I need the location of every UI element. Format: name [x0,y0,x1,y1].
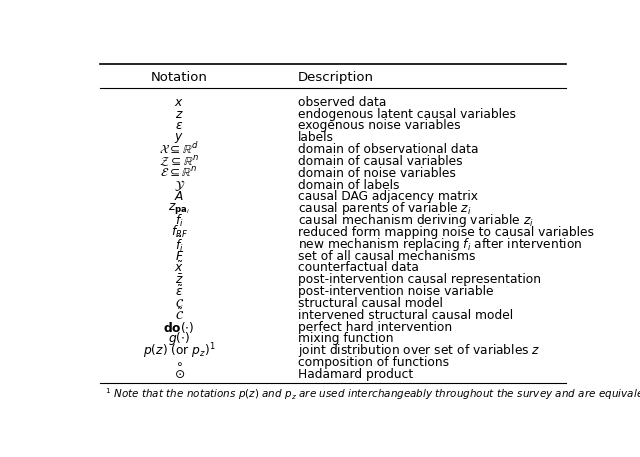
Text: domain of noise variables: domain of noise variables [298,167,456,180]
Text: $z_{\mathbf{pa}_i}$: $z_{\mathbf{pa}_i}$ [168,201,190,216]
Text: $y$: $y$ [174,131,184,145]
Text: $\mathcal{Z} \subseteq \mathbb{R}^n$: $\mathcal{Z} \subseteq \mathbb{R}^n$ [159,154,199,169]
Text: $\tilde{\epsilon}$: $\tilde{\epsilon}$ [175,284,184,299]
Text: post-intervention noise variable: post-intervention noise variable [298,285,493,298]
Text: $\mathcal{X} \subseteq \mathbb{R}^d$: $\mathcal{X} \subseteq \mathbb{R}^d$ [159,142,199,157]
Text: $\tilde{x}$: $\tilde{x}$ [174,261,184,275]
Text: $\circ$: $\circ$ [175,356,183,369]
Text: $g(\cdot)$: $g(\cdot)$ [168,330,190,347]
Text: post-intervention causal representation: post-intervention causal representation [298,273,541,286]
Text: set of all causal mechanisms: set of all causal mechanisms [298,250,476,263]
Text: observed data: observed data [298,96,387,109]
Text: exogenous noise variables: exogenous noise variables [298,119,461,133]
Text: Notation: Notation [151,71,207,84]
Text: $\odot$: $\odot$ [173,368,185,381]
Text: domain of labels: domain of labels [298,179,400,191]
Text: causal mechanism deriving variable $z_i$: causal mechanism deriving variable $z_i$ [298,212,534,229]
Text: structural causal model: structural causal model [298,297,443,310]
Text: perfect hard intervention: perfect hard intervention [298,321,452,334]
Text: domain of observational data: domain of observational data [298,143,479,156]
Text: joint distribution over set of variables $z$: joint distribution over set of variables… [298,342,541,359]
Text: $\mathcal{E} \subseteq \mathbb{R}^n$: $\mathcal{E} \subseteq \mathbb{R}^n$ [161,166,198,180]
Text: $\mathbf{do}(\cdot)$: $\mathbf{do}(\cdot)$ [163,319,195,335]
Text: causal DAG adjacency matrix: causal DAG adjacency matrix [298,191,478,203]
Text: $\bar{z}$: $\bar{z}$ [175,273,184,287]
Text: $F$: $F$ [175,250,184,263]
Text: causal parents of variable $z_i$: causal parents of variable $z_i$ [298,200,472,217]
Text: $\mathcal{C}$: $\mathcal{C}$ [175,297,184,310]
Text: Hadamard product: Hadamard product [298,368,413,381]
Text: $\epsilon$: $\epsilon$ [175,119,183,133]
Text: labels: labels [298,131,334,144]
Text: Description: Description [298,71,374,84]
Text: counterfactual data: counterfactual data [298,261,419,275]
Text: $z$: $z$ [175,107,184,121]
Text: mixing function: mixing function [298,332,394,345]
Text: intervened structural causal model: intervened structural causal model [298,309,513,322]
Text: $f_{RF}$: $f_{RF}$ [171,224,188,240]
Text: $p(z)$ (or $p_z)^1$: $p(z)$ (or $p_z)^1$ [143,341,216,361]
Text: $\mathcal{Y}$: $\mathcal{Y}$ [173,178,185,192]
Text: composition of functions: composition of functions [298,356,449,369]
Text: $x$: $x$ [174,96,184,109]
Text: endogenous latent causal variables: endogenous latent causal variables [298,107,516,121]
Text: $A$: $A$ [174,191,184,203]
Text: $f_i$: $f_i$ [175,213,184,228]
Text: $\tilde{\mathcal{C}}$: $\tilde{\mathcal{C}}$ [175,308,184,323]
Text: domain of causal variables: domain of causal variables [298,155,463,168]
Text: $\tilde{f}_i$: $\tilde{f}_i$ [175,234,184,254]
Text: $^1$ $\it{Note\ that\ the\ notations\ }$$p(z)$$\it{\ and\ }$$p_z$$\it{\ are\ use: $^1$ $\it{Note\ that\ the\ notations\ }$… [105,386,640,402]
Text: new mechanism replacing $f_i$ after intervention: new mechanism replacing $f_i$ after inte… [298,236,582,253]
Text: reduced form mapping noise to causal variables: reduced form mapping noise to causal var… [298,226,595,239]
